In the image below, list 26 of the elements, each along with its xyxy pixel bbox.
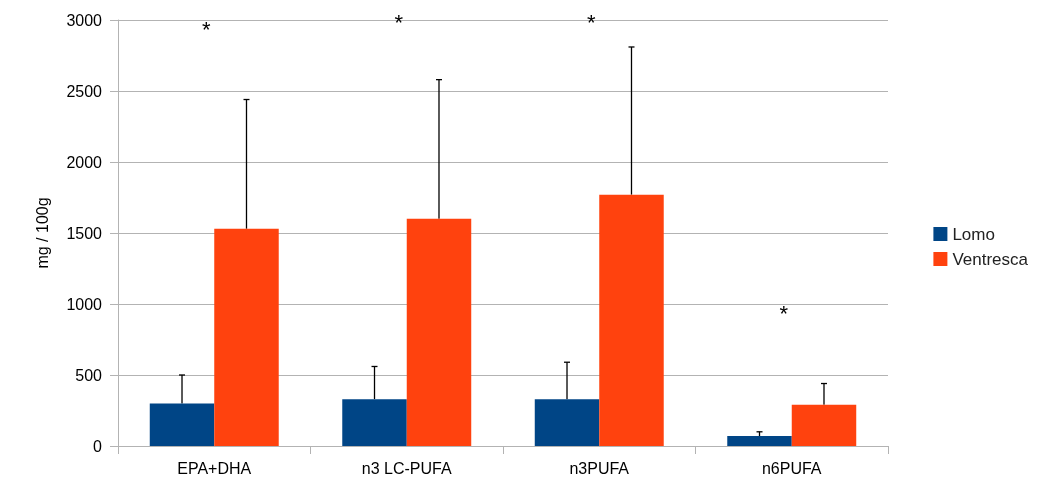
- y-tick-label: 0: [93, 437, 103, 455]
- annotation: *: [201, 17, 211, 43]
- y-tick-label: 500: [75, 366, 103, 384]
- y-tick-label: 1000: [66, 295, 103, 313]
- y-tick-label: 2500: [66, 82, 103, 100]
- bar: [342, 399, 407, 446]
- bar: [534, 399, 600, 446]
- y-axis-title: mg / 100g: [33, 197, 51, 269]
- annotation: *: [779, 301, 789, 327]
- y-tick-label: 3000: [66, 11, 103, 29]
- y-tick-label: 2000: [66, 153, 103, 171]
- y-tick-label: 1500: [66, 224, 103, 242]
- legend-label: Ventresca: [952, 249, 1029, 269]
- bar: [214, 228, 279, 446]
- bar: [727, 436, 792, 446]
- x-tick-label: n3 LC-PUFA: [361, 459, 452, 477]
- bar: [599, 194, 664, 446]
- legend-label: Lomo: [952, 224, 995, 244]
- x-tick-label: n6PUFA: [761, 459, 822, 477]
- bar: [149, 403, 215, 446]
- bar: [406, 218, 472, 446]
- annotation: *: [586, 9, 596, 35]
- x-tick-label: n3PUFA: [569, 459, 630, 477]
- bar: [791, 404, 857, 446]
- x-tick-label: EPA+DHA: [177, 459, 252, 477]
- annotation: *: [394, 9, 404, 35]
